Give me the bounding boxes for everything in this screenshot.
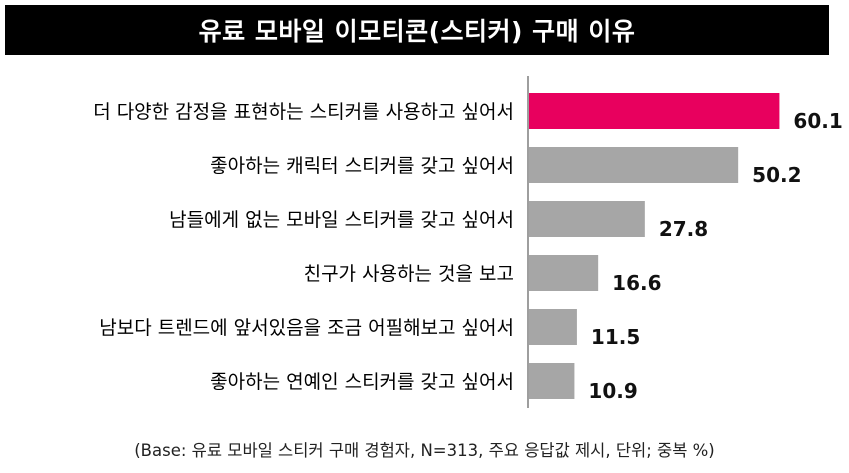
data-label: 27.8 bbox=[659, 217, 708, 241]
category-label: 더 다양한 감정을 표현하는 스티커를 사용하고 싶어서 bbox=[93, 101, 514, 123]
category-label: 친구가 사용하는 것을 보고 bbox=[304, 263, 514, 285]
chart-title: 유료 모바일 이모티콘(스티커) 구매 이유 bbox=[198, 17, 636, 46]
bar bbox=[529, 255, 599, 291]
bar bbox=[529, 93, 780, 129]
bar bbox=[529, 201, 645, 237]
chart-footnote: (Base: 유료 모바일 스티커 구매 경험자, N=313, 주요 응답값 … bbox=[134, 441, 715, 460]
data-label: 50.2 bbox=[752, 163, 801, 187]
data-label: 60.1 bbox=[793, 109, 842, 133]
chart-title-bar: 유료 모바일 이모티콘(스티커) 구매 이유 bbox=[5, 5, 829, 55]
bar bbox=[529, 309, 577, 345]
category-label: 좋아하는 연예인 스티커를 갖고 싶어서 bbox=[210, 371, 514, 393]
bar bbox=[529, 363, 575, 399]
data-label: 11.5 bbox=[591, 325, 640, 349]
category-label: 좋아하는 캐릭터 스티커를 갖고 싶어서 bbox=[210, 155, 514, 177]
data-label: 16.6 bbox=[612, 271, 661, 295]
category-label: 남들에게 없는 모바일 스티커를 갖고 싶어서 bbox=[169, 209, 514, 231]
bar-chart: 더 다양한 감정을 표현하는 스티커를 사용하고 싶어서 60.1 좋아하는 캐릭터… bbox=[93, 76, 843, 408]
bar bbox=[529, 147, 739, 183]
category-label: 남보다 트렌드에 앞서있음을 조금 어필해보고 싶어서 bbox=[99, 317, 514, 339]
data-label: 10.9 bbox=[588, 379, 637, 403]
